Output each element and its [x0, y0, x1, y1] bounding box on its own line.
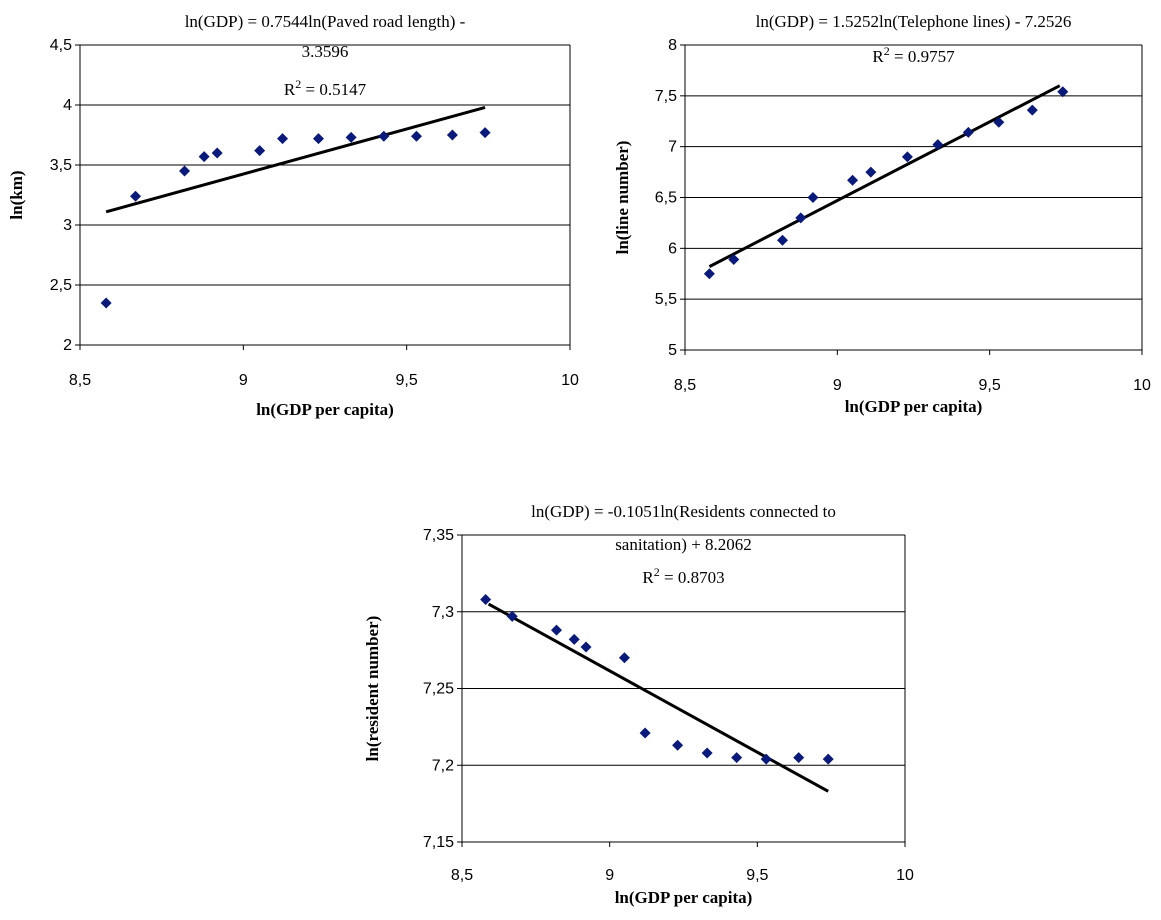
- x-tick-label: 9: [833, 377, 842, 394]
- x-tick-label: 10: [561, 372, 579, 389]
- data-point: [345, 131, 357, 143]
- y-tick-label: 3: [63, 217, 72, 234]
- chart-title-line: ln(GDP) = 1.5252ln(Telephone lines) - 7.…: [756, 12, 1072, 31]
- y-tick-label: 2,5: [50, 277, 72, 294]
- y-tick-label: 2: [63, 337, 72, 354]
- data-point: [932, 139, 944, 151]
- data-point: [901, 151, 913, 163]
- data-point: [100, 297, 112, 309]
- y-tick-label: 4: [63, 97, 72, 114]
- data-point: [551, 624, 563, 636]
- data-point: [822, 753, 834, 765]
- data-point: [865, 166, 877, 178]
- x-tick-label: 9,5: [746, 867, 768, 884]
- y-axis-label: ln(km): [7, 170, 26, 219]
- data-point: [277, 133, 289, 145]
- chart-3: 7,15 7,2 7,25 7,3 7,35 8,5 9 9,5 10 ln(GDP) = -0.…: [363, 502, 914, 907]
- x-tick-label: 8,5: [674, 377, 696, 394]
- data-point: [1057, 86, 1069, 98]
- y-axis-label: ln(line number): [613, 141, 632, 255]
- data-point: [312, 133, 324, 145]
- y-tick-label: 6: [668, 240, 677, 257]
- x-axis-label: ln(GDP per capita): [845, 397, 983, 416]
- data-point: [1026, 104, 1038, 116]
- data-point: [580, 641, 592, 653]
- data-point: [254, 145, 266, 157]
- trendline: [487, 602, 829, 793]
- data-point: [993, 116, 1005, 128]
- data-point: [776, 234, 788, 246]
- data-point: [130, 190, 142, 202]
- data-point: [731, 752, 743, 764]
- data-point: [639, 727, 651, 739]
- data-point: [506, 610, 518, 622]
- chart-1: 2 2,5 3 3,5 4 4,5 8,5 9 9,5 10 ln(GDP) = 0.7544ln(…: [7, 12, 579, 419]
- data-point: [211, 147, 223, 159]
- data-point: [179, 165, 191, 177]
- r-squared-label: R2 = 0.8703: [642, 565, 724, 587]
- trendline: [708, 84, 1061, 268]
- x-axis-label: ln(GDP per capita): [256, 400, 394, 419]
- data-point: [410, 130, 422, 142]
- data-point: [795, 212, 807, 224]
- x-tick-label: 8,5: [69, 372, 91, 389]
- chart-title-line: 3.3596: [302, 42, 349, 61]
- y-tick-label: 7,3: [432, 604, 454, 621]
- data-point: [480, 593, 492, 605]
- chart-title-line: ln(GDP) = 0.7544ln(Paved road length) -: [185, 12, 466, 31]
- y-tick-label: 7,15: [423, 834, 454, 851]
- data-point: [378, 130, 390, 142]
- r-squared-label: R2 = 0.9757: [872, 44, 955, 66]
- data-point: [198, 151, 210, 163]
- y-tick-label: 7,2: [432, 757, 454, 774]
- data-point: [701, 747, 713, 759]
- data-point: [618, 652, 630, 664]
- r-squared-label: R2 = 0.5147: [284, 77, 367, 99]
- data-point: [760, 753, 772, 765]
- chart-title-line: ln(GDP) = -0.1051ln(Residents connected …: [531, 502, 836, 521]
- x-tick-label: 10: [896, 867, 914, 884]
- data-point: [568, 633, 580, 645]
- y-tick-label: 6,5: [655, 190, 677, 207]
- y-tick-label: 5: [668, 342, 677, 359]
- y-tick-label: 7,5: [655, 88, 677, 105]
- y-tick-label: 7: [668, 139, 677, 156]
- x-tick-label: 9,5: [979, 377, 1001, 394]
- y-axis-label: ln(resident number): [363, 616, 382, 762]
- data-point: [479, 127, 491, 139]
- x-tick-label: 8,5: [451, 867, 473, 884]
- y-tick-label: 7,35: [423, 527, 454, 544]
- trendline: [105, 105, 486, 214]
- data-point: [703, 268, 715, 280]
- data-point: [672, 739, 684, 751]
- y-tick-label: 3,5: [50, 157, 72, 174]
- data-point: [847, 174, 859, 186]
- y-tick-label: 7,25: [423, 681, 454, 698]
- data-point: [728, 254, 740, 266]
- data-point: [962, 126, 974, 138]
- data-point: [807, 192, 819, 203]
- data-point: [446, 129, 458, 141]
- x-axis-label: ln(GDP per capita): [615, 888, 753, 907]
- y-tick-label: 5,5: [655, 291, 677, 308]
- x-tick-label: 10: [1133, 377, 1151, 394]
- chart-title-line: sanitation) + 8.2062: [615, 535, 752, 554]
- y-tick-label: 4,5: [50, 37, 72, 54]
- y-tick-label: 8: [668, 37, 677, 54]
- data-point: [793, 752, 805, 764]
- chart-2: 5 5,5 6 6,5 7 7,5 8 8,5 9 9,5 10 ln(GDP) = 1.5252ln…: [613, 12, 1151, 416]
- x-tick-label: 9: [239, 372, 248, 389]
- x-tick-label: 9,5: [396, 372, 418, 389]
- x-tick-label: 9: [605, 867, 614, 884]
